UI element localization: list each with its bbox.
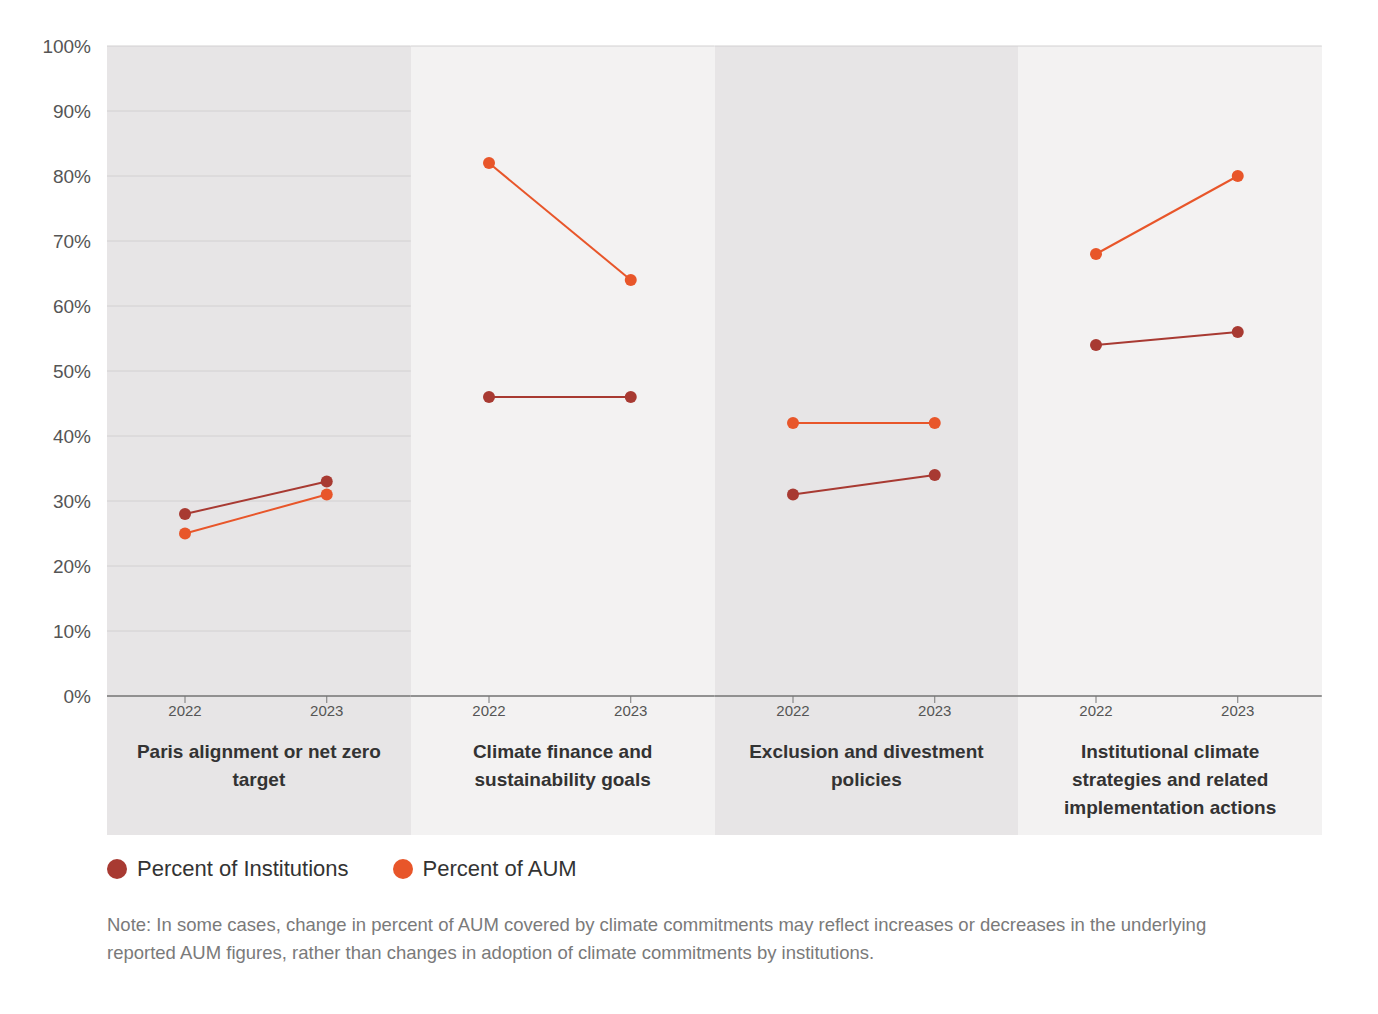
svg-text:20%: 20% (53, 556, 91, 577)
svg-text:60%: 60% (53, 296, 91, 317)
svg-text:2023: 2023 (614, 702, 647, 719)
html-text:Climate finance and sustainabi: Climate finance and sustainability goals (472, 741, 653, 790)
svg-text:2022: 2022 (776, 702, 809, 719)
html-text:Percent of Institutions: Percent of Institutions (137, 856, 349, 881)
html-text:Percent of AUM: Percent of AUM (422, 856, 577, 881)
svg-text:30%: 30% (53, 491, 91, 512)
html-text:Paris alignment or net zero ta: Paris alignment or net zero target (136, 741, 381, 790)
svg-text:80%: 80% (53, 166, 91, 187)
svg-text:40%: 40% (53, 426, 91, 447)
svg-text:90%: 90% (53, 101, 91, 122)
html-text:Exclusion and divestment polic: Exclusion and divestment policies (749, 741, 984, 790)
svg-text:0%: 0% (64, 686, 92, 707)
svg-text:50%: 50% (53, 361, 91, 382)
html-text:Note: In some cases, change in: Note: In some cases, change in percent o… (107, 914, 1207, 963)
svg-text:2022: 2022 (472, 702, 505, 719)
html-text:Institutional climate strategi: Institutional climate strategies and rel… (1064, 741, 1277, 818)
svg-text:10%: 10% (53, 621, 91, 642)
svg-text:2023: 2023 (918, 702, 951, 719)
svg-text:100%: 100% (42, 36, 91, 57)
svg-text:2022: 2022 (1080, 702, 1113, 719)
svg-text:2022: 2022 (168, 702, 201, 719)
svg-text:2023: 2023 (1221, 702, 1254, 719)
svg-text:2023: 2023 (310, 702, 343, 719)
svg-text:70%: 70% (53, 231, 91, 252)
